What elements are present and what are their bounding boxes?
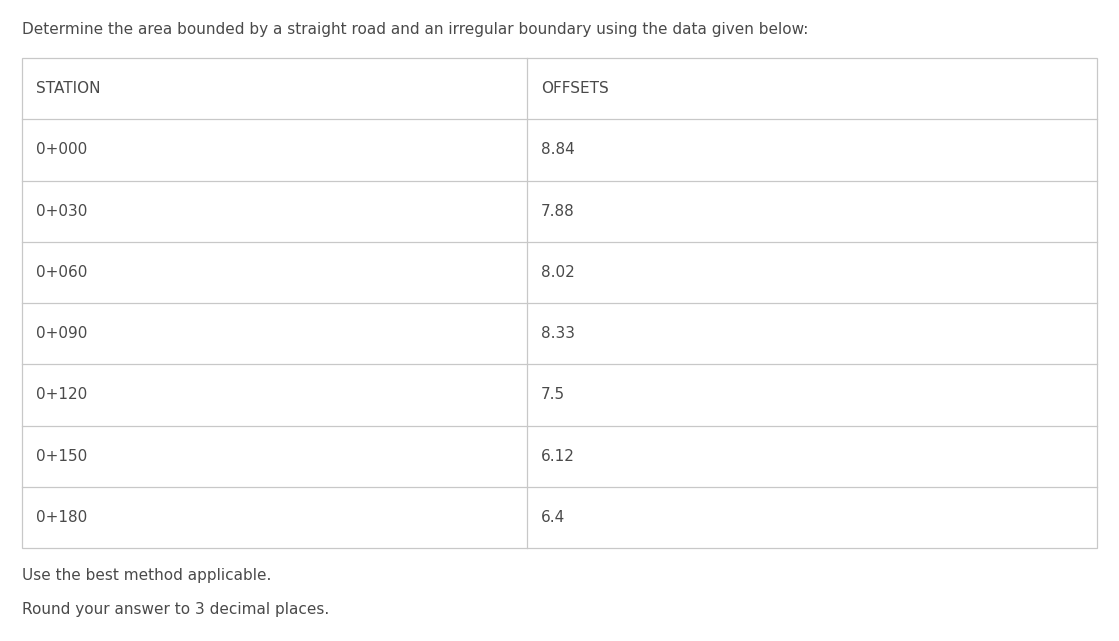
Text: 8.33: 8.33 (542, 326, 575, 341)
Text: 7.5: 7.5 (542, 387, 565, 403)
Text: Use the best method applicable.: Use the best method applicable. (22, 568, 272, 583)
Text: Determine the area bounded by a straight road and an irregular boundary using th: Determine the area bounded by a straight… (22, 22, 808, 37)
Text: 7.88: 7.88 (542, 204, 575, 219)
Text: 0+030: 0+030 (36, 204, 87, 219)
Text: 8.84: 8.84 (542, 142, 575, 158)
Text: 0+000: 0+000 (36, 142, 87, 158)
Text: STATION: STATION (36, 81, 101, 96)
Text: 0+120: 0+120 (36, 387, 87, 403)
Text: 0+060: 0+060 (36, 265, 87, 280)
Text: 6.4: 6.4 (542, 510, 565, 525)
Text: OFFSETS: OFFSETS (542, 81, 609, 96)
Text: 8.02: 8.02 (542, 265, 575, 280)
Text: 6.12: 6.12 (542, 449, 575, 463)
Text: 0+090: 0+090 (36, 326, 87, 341)
Bar (22, 58, 1097, 548)
Text: 0+150: 0+150 (36, 449, 87, 463)
Text: Round your answer to 3 decimal places.: Round your answer to 3 decimal places. (22, 602, 329, 617)
Text: 0+180: 0+180 (36, 510, 87, 525)
